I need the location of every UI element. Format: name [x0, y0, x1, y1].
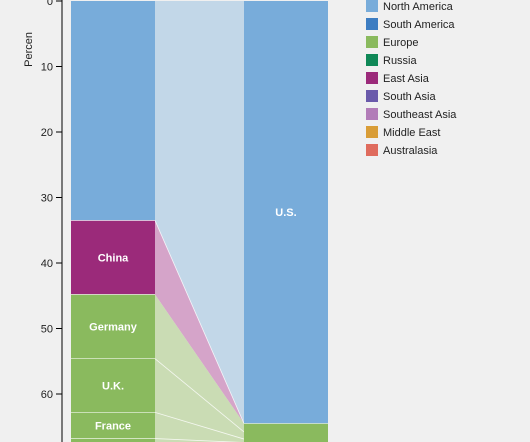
legend-item-europe: Europe: [366, 36, 418, 49]
legend-label: Southeast Asia: [383, 109, 457, 121]
legend-label: Middle East: [383, 127, 440, 139]
legend-item-southeast-asia: Southeast Asia: [366, 108, 457, 121]
bars: China Germany U.K. France U.S.: [71, 1, 328, 442]
legend-swatch: [366, 90, 378, 102]
y-tick-label: 20: [41, 127, 53, 139]
bar-segment: [71, 220, 155, 295]
y-tick-label: 0: [47, 0, 53, 8]
segment-label: France: [95, 420, 131, 432]
legend-swatch: [366, 108, 378, 120]
bar-segment: [71, 438, 155, 442]
flow-divider: [154, 220, 245, 424]
bar-segment: [71, 1, 155, 221]
bar-segment: [71, 412, 155, 439]
flow-divider: [154, 358, 245, 433]
y-tick-label: 30: [41, 193, 53, 205]
flow-band-north-america: [155, 1, 244, 424]
flow-band-europe: [155, 294, 244, 442]
bar-segment: [244, 423, 328, 442]
legend-label: East Asia: [383, 73, 430, 85]
bar-segment: [71, 294, 155, 359]
y-tick-label: 50: [41, 324, 53, 336]
flow-bands: [154, 1, 245, 442]
legend-item-east-asia: East Asia: [366, 72, 430, 85]
legend-swatch: [366, 72, 378, 84]
legend-label: North America: [383, 1, 454, 13]
legend-swatch: [366, 144, 378, 156]
segment-label: U.K.: [102, 380, 124, 392]
legend-item-south-america: South America: [366, 18, 455, 31]
legend-swatch: [366, 54, 378, 66]
legend-item-south-asia: South Asia: [366, 90, 436, 103]
legend-swatch: [366, 36, 378, 48]
legend-label: South Asia: [383, 91, 436, 103]
legend-label: Australasia: [383, 145, 438, 157]
flow-divider: [154, 411, 245, 440]
segment-label: China: [98, 252, 129, 264]
y-axis-title: Percen: [23, 32, 35, 67]
legend-label: Russia: [383, 55, 418, 67]
y-axis: Percen 0 10 20 30 40 50 60: [23, 0, 63, 442]
legend-swatch: [366, 126, 378, 138]
legend-item-russia: Russia: [366, 54, 418, 67]
segment-label: U.S.: [275, 207, 296, 219]
y-tick-label: 60: [41, 389, 53, 401]
y-tick-label: 40: [41, 258, 53, 270]
y-tick-label: 10: [41, 62, 53, 74]
segment-label: Germany: [89, 322, 138, 334]
bar-segment: [71, 358, 155, 413]
legend-label: Europe: [383, 37, 418, 49]
legend: North America South America Europe Russia Ea…: [366, 0, 457, 157]
legend-item-north-america: North America: [366, 0, 454, 13]
legend-label: South America: [383, 19, 455, 31]
legend-swatch: [366, 0, 378, 12]
legend-item-australasia: Australasia: [366, 144, 438, 157]
legend-item-middle-east: Middle East: [366, 126, 440, 139]
legend-swatch: [366, 18, 378, 30]
bar-segment: [244, 1, 328, 424]
